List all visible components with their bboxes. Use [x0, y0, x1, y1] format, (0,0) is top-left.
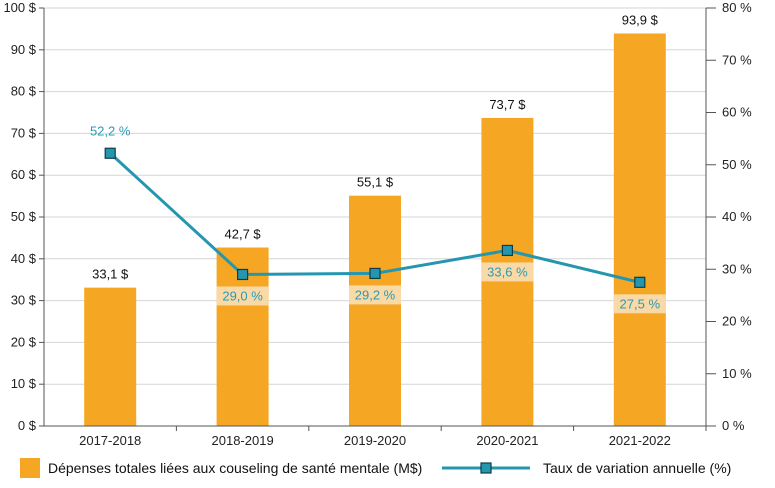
y-left-tick-label: 60 $	[11, 167, 37, 182]
legend-line-label: Taux de variation annuelle (%)	[543, 460, 731, 476]
data-labels: 33,1 $ 42,7 $ 55,1 $ 73,7 $ 93,9 $ 52,2 % 29,0…	[90, 12, 666, 314]
line-label-box	[349, 285, 401, 305]
line-label-box	[216, 286, 269, 306]
bar-series	[84, 33, 666, 427]
bar-value-label: 55,1 $	[357, 175, 394, 190]
line-value-label: 33,6 %	[487, 264, 528, 279]
line-value-label: 29,2 %	[355, 287, 396, 302]
legend: Dépenses totales liées aux couseling de …	[20, 458, 731, 478]
line-label-box	[613, 294, 666, 314]
line-marker	[237, 268, 249, 281]
bar-value-label: 33,1 $	[92, 267, 129, 282]
bar-value-label: 42,7 $	[225, 227, 262, 242]
y-right-tick-label: 30 %	[722, 261, 752, 276]
y-right-tick-label: 50 %	[722, 157, 752, 172]
y-right-tick-label: 70 %	[722, 52, 752, 67]
y-left-tick-label: 0 $	[18, 418, 37, 433]
bar	[349, 195, 401, 426]
line-value-label: 29,0 %	[222, 288, 263, 303]
y-left-tick-label: 90 $	[11, 42, 37, 57]
y-left-tick-label: 80 $	[11, 84, 37, 99]
y-left-tick-label: 40 $	[11, 251, 37, 266]
bar	[613, 33, 666, 427]
x-tick-label: 2018-2019	[212, 433, 274, 448]
x-tick-label: 2021-2022	[609, 433, 671, 448]
line-label-box	[481, 262, 534, 282]
line-marker	[501, 244, 513, 257]
line-value-label: 52,2 %	[90, 123, 131, 138]
y-right-tick-label: 10 %	[722, 366, 752, 381]
line-marker	[104, 147, 116, 159]
y-right-tick-label: 60 %	[722, 105, 752, 120]
x-tick-label: 2020-2021	[476, 433, 538, 448]
line-value-label: 27,5 %	[620, 296, 661, 311]
legend-line-marker	[480, 462, 492, 474]
legend-bar-label: Dépenses totales liées aux couseling de …	[48, 460, 422, 476]
axes: 0 $ 10 $ 20 $ 30 $ 40 $ 50 $ 60 $ 70 $ 80 $ 90 $ 1…	[3, 0, 752, 448]
y-right-tick-label: 80 %	[722, 0, 752, 15]
legend-bar-swatch	[20, 458, 40, 478]
y-left-tick-label: 100 $	[3, 0, 36, 15]
x-tick-label: 2017-2018	[79, 433, 141, 448]
bar-value-label: 73,7 $	[489, 97, 526, 112]
line-marker	[369, 267, 381, 280]
y-left-tick-label: 20 $	[11, 334, 37, 349]
bar-value-label: 93,9 $	[622, 12, 659, 27]
y-left-tick-label: 10 $	[11, 376, 37, 391]
y-right-tick-label: 20 %	[722, 314, 752, 329]
y-right-tick-label: 0 %	[722, 418, 745, 433]
x-tick-label: 2019-2020	[344, 433, 406, 448]
y-left-tick-label: 30 $	[11, 293, 37, 308]
y-left-tick-label: 70 $	[11, 125, 37, 140]
y-right-tick-label: 40 %	[722, 209, 752, 224]
line-marker	[634, 276, 646, 288]
y-left-tick-label: 50 $	[11, 209, 37, 224]
bar	[84, 287, 137, 426]
line-series	[104, 147, 646, 288]
